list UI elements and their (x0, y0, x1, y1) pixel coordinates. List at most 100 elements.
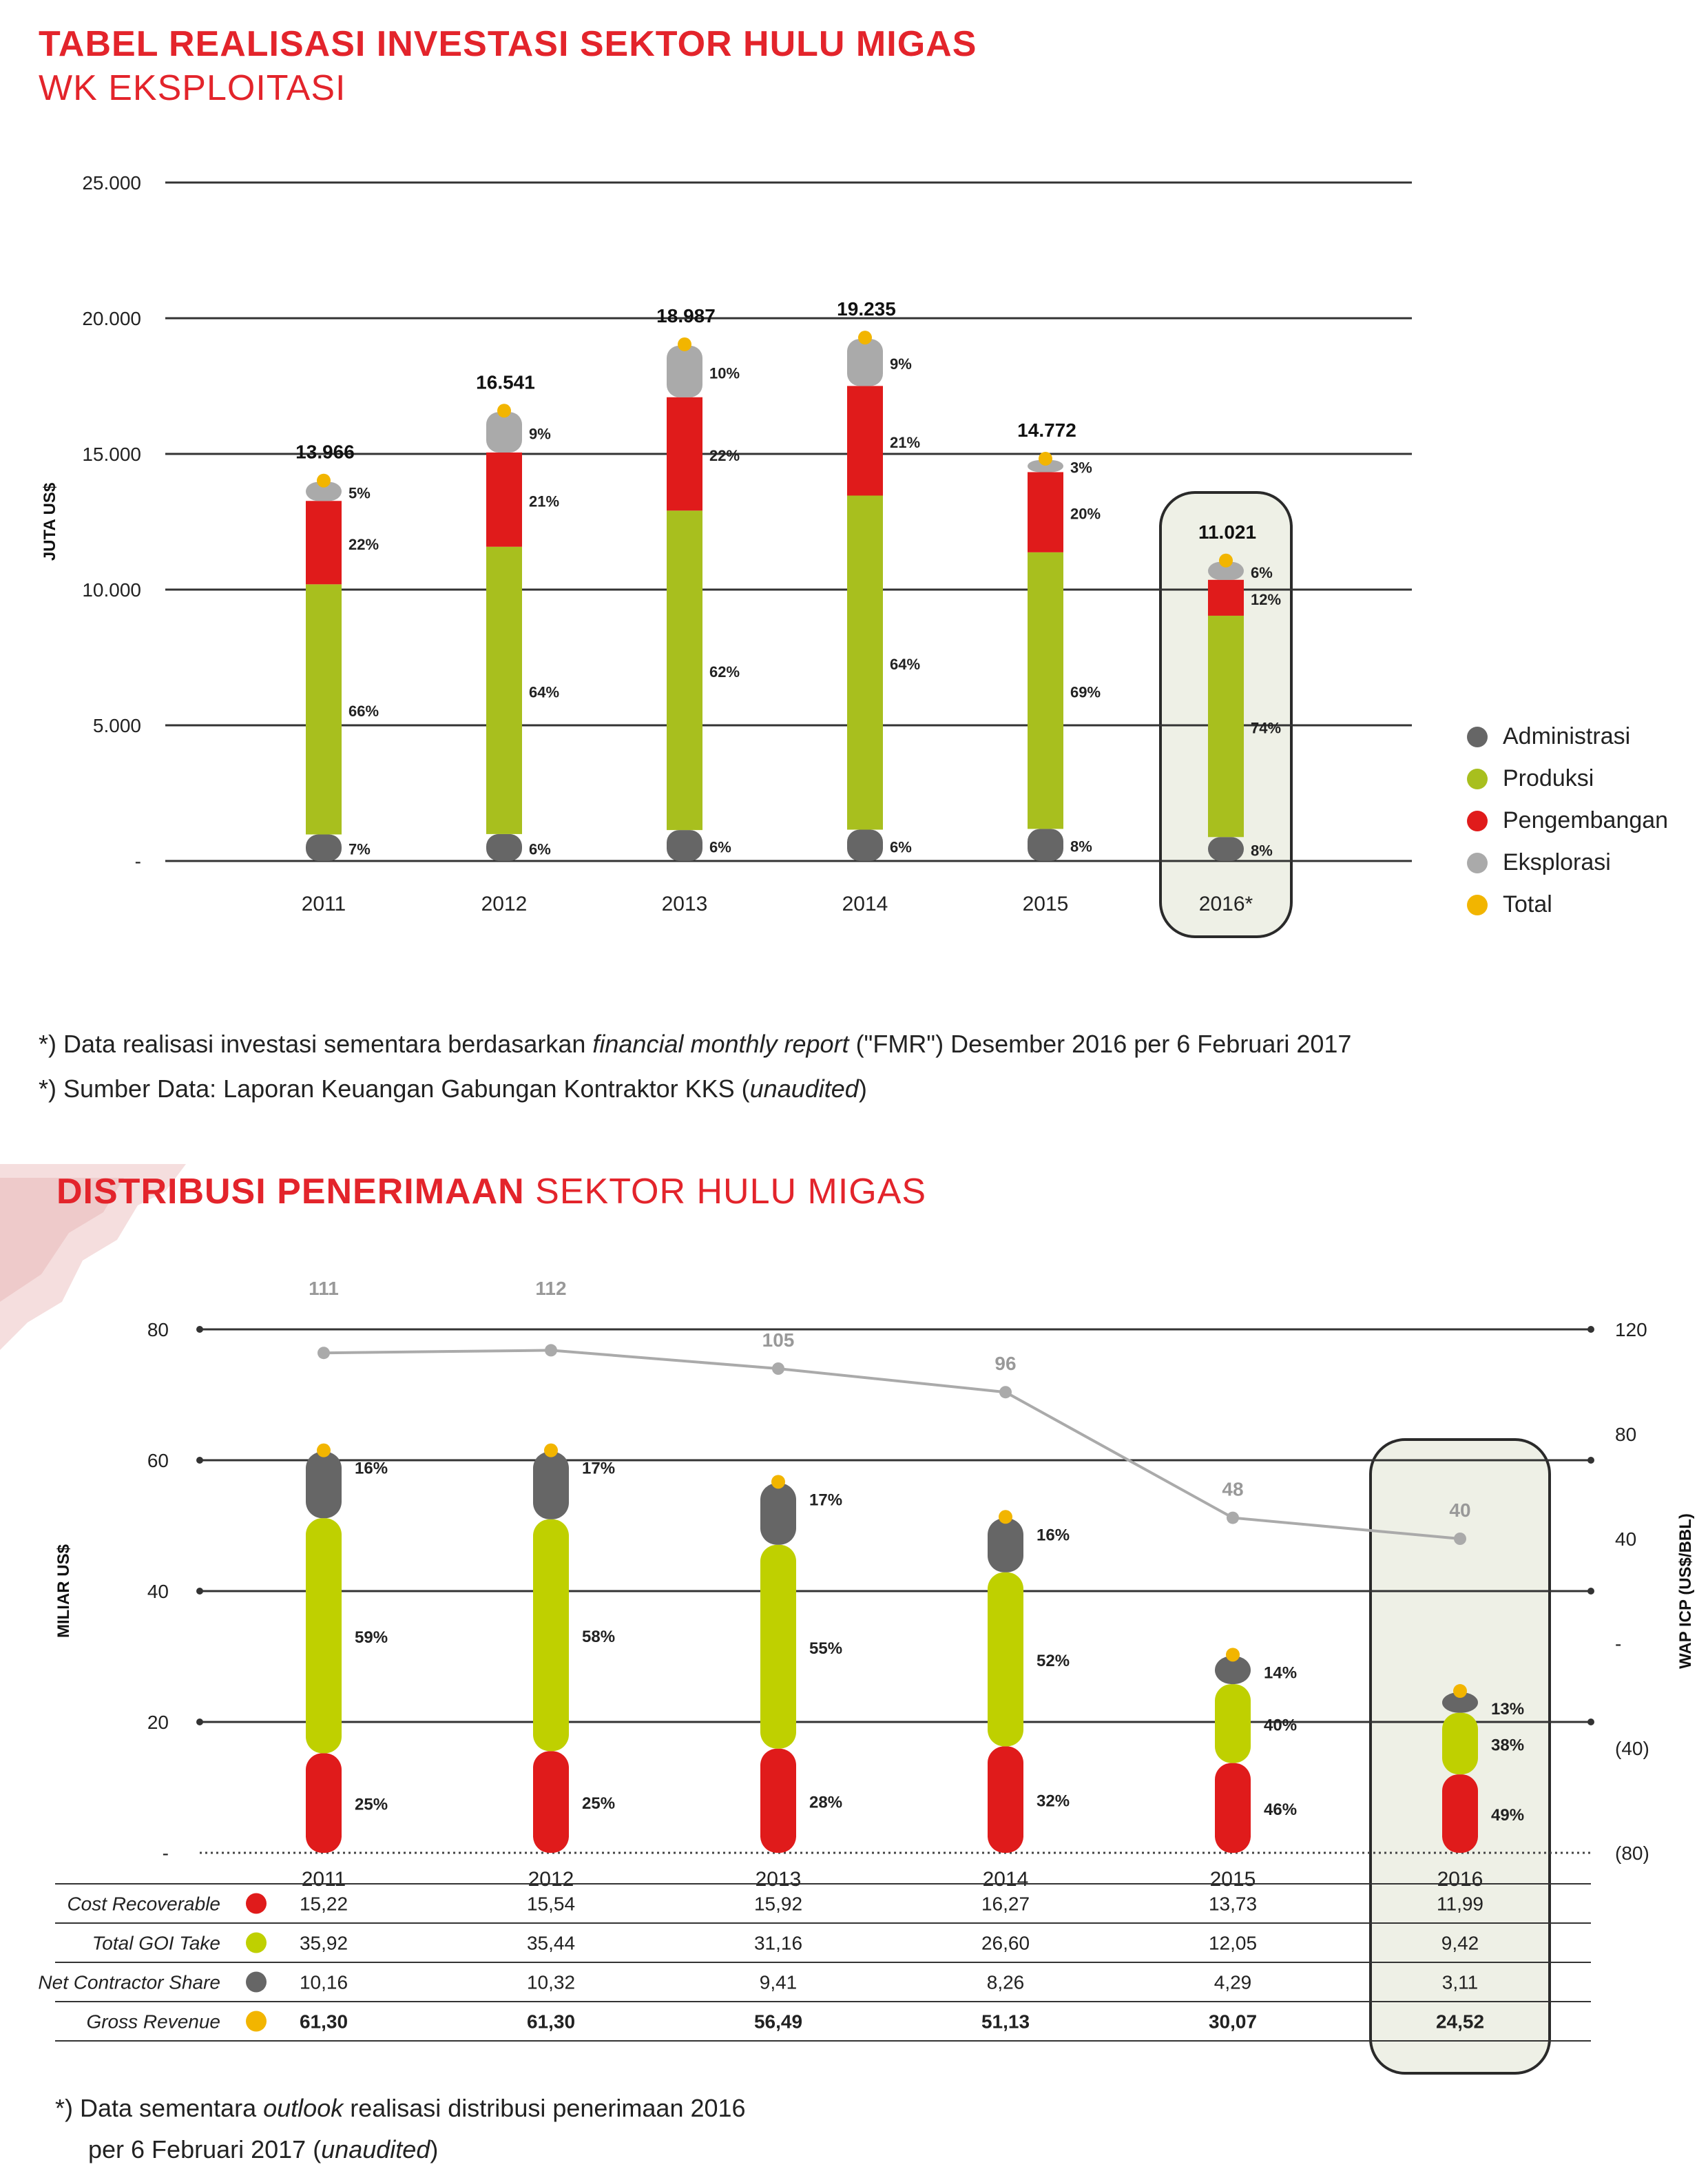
segment-pct-label: 59% (355, 1628, 388, 1647)
table-row-swatch (246, 1971, 267, 1993)
bar-segment-administrasi (1028, 829, 1063, 861)
x-tick-label: 2014 (842, 893, 888, 915)
note-text: *) Data sementara (55, 2094, 264, 2122)
table-row-swatch (246, 1893, 267, 1914)
bar-segment-total-goi-take (306, 1518, 342, 1754)
total-label: 14.772 (1017, 419, 1076, 441)
segment-pct-label: 12% (1251, 591, 1281, 608)
bar-segment-cost-recoverable (533, 1751, 569, 1853)
note-emphasis: unaudited (749, 1075, 859, 1103)
table-cell: 3,11 (1442, 1972, 1478, 1993)
gridline-tick (1587, 1457, 1594, 1464)
chart2-note-2: per 6 Februari 2017 (unaudited) (88, 2135, 438, 2164)
table-cell: 26,60 (981, 1933, 1030, 1954)
x-tick-label: 2012 (481, 893, 528, 915)
total-label: 11.021 (1198, 521, 1256, 543)
investment-chart: - 5.000 10.000 15.000 20.000 25.000 JUTA US$ 7%… (41, 172, 1412, 938)
note-text: ("FMR") Desember 2016 per 6 Februari 201… (848, 1030, 1352, 1058)
y-right-tick-label: - (1615, 1633, 1621, 1654)
bar-segment-produksi (1208, 615, 1244, 838)
y-right-tick-label: 120 (1615, 1319, 1647, 1340)
icp-line (323, 1349, 1461, 1540)
gridline-tick (196, 1457, 203, 1464)
bar-segment-produksi (667, 510, 702, 831)
legend-swatch (1467, 894, 1488, 915)
gross-revenue-marker (771, 1475, 785, 1489)
x-tick-label: 2014 (983, 1868, 1029, 1891)
segment-pct-label: 5% (348, 484, 371, 501)
total-marker (317, 473, 331, 488)
segment-pct-label: 55% (809, 1639, 842, 1658)
legend-item-produksi: Produksi (1467, 765, 1594, 792)
bar-segment-produksi (1028, 552, 1063, 829)
icp-point (1227, 1511, 1239, 1524)
y-tick-label: 20 (147, 1712, 169, 1733)
legend-item-administrasi: Administrasi (1467, 723, 1630, 750)
y-right-tick-label: (40) (1615, 1738, 1649, 1759)
total-marker (1039, 451, 1052, 466)
decorative-map-accent (0, 1164, 186, 1350)
y-tick-label: 25.000 (82, 172, 141, 194)
table-row-swatch (246, 1932, 267, 1953)
bar-segment-eksplorasi (1208, 561, 1244, 580)
segment-pct-label: 66% (348, 703, 379, 720)
gross-revenue-marker (1453, 1684, 1467, 1699)
y-right-axis-label: WAP ICP (US$/BBL) (1676, 1513, 1695, 1669)
segment-pct-label: 64% (529, 683, 559, 700)
bar-segment-total-goi-take (988, 1572, 1023, 1747)
y-tick-label: 15.000 (82, 444, 141, 465)
segment-pct-label: 16% (1037, 1526, 1070, 1544)
table-cell: 12,05 (1209, 1933, 1257, 1954)
x-tick-label: 2011 (302, 893, 346, 915)
bar-segment-produksi (486, 546, 522, 834)
legend-label: Pengembangan (1503, 807, 1669, 833)
bar-segment-eksplorasi (1028, 459, 1063, 473)
bar-segment-administrasi (486, 833, 522, 861)
legend-label: Administrasi (1503, 723, 1631, 749)
table-cell: 56,49 (754, 2011, 802, 2033)
x-tick-label: 2011 (302, 1868, 346, 1891)
segment-pct-label: 22% (348, 536, 379, 553)
gross-revenue-marker (544, 1443, 558, 1457)
icp-point (999, 1386, 1012, 1399)
y-tick-label: - (135, 851, 141, 872)
chart1-note-2: *) Sumber Data: Laporan Keuangan Gabunga… (39, 1075, 867, 1103)
y-tick-label: 20.000 (82, 308, 141, 329)
gridline-tick (196, 1588, 203, 1595)
chart2-note-1: *) Data sementara outlook realisasi dist… (55, 2094, 746, 2123)
legend-swatch (1467, 768, 1488, 789)
chart2-subtitle: SEKTOR HULU MIGAS (524, 1172, 927, 1212)
bar-segment-eksplorasi (667, 345, 702, 397)
gridline-tick (196, 1326, 203, 1333)
chart1-title: TABEL REALISASI INVESTASI SEKTOR HULU MI… (39, 24, 977, 64)
segment-pct-label: 13% (1491, 1700, 1524, 1719)
segment-pct-label: 74% (1251, 720, 1281, 737)
segment-pct-label: 6% (890, 838, 912, 855)
x-tick-label: 2016 (1437, 1868, 1483, 1891)
note-emphasis: unaudited (321, 2135, 430, 2163)
table-cell: 11,99 (1437, 1893, 1483, 1915)
bar-segment-pengembangan (306, 501, 342, 585)
segment-pct-label: 25% (582, 1794, 615, 1813)
bar-segment-pengembangan (1028, 472, 1063, 552)
bar-segment-total-goi-take (1215, 1684, 1251, 1763)
segment-pct-label: 6% (1251, 564, 1273, 581)
segment-pct-label: 21% (529, 492, 559, 510)
segment-pct-label: 64% (890, 656, 920, 673)
legend-item-eksplorasi: Eksplorasi (1467, 849, 1611, 876)
bar-segment-total-goi-take (760, 1544, 796, 1749)
bar-segment-eksplorasi (306, 481, 342, 501)
total-label: 16.541 (476, 371, 535, 393)
segment-pct-label: 6% (709, 839, 731, 856)
table-cell: 24,52 (1436, 2011, 1484, 2033)
bar-segment-cost-recoverable (306, 1753, 342, 1853)
icp-value-label: 40 (1449, 1499, 1470, 1521)
x-tick-label: 2016* (1199, 893, 1253, 915)
x-tick-label: 2013 (662, 893, 708, 915)
bar-segment-net-contractor-share (306, 1451, 342, 1519)
total-marker (858, 331, 872, 345)
segment-pct-label: 9% (890, 355, 912, 373)
table-cell: 51,13 (981, 2011, 1030, 2033)
table-cell: 13,73 (1209, 1893, 1257, 1915)
note-text: *) Sumber Data: Laporan Keuangan Gabunga… (39, 1075, 750, 1103)
